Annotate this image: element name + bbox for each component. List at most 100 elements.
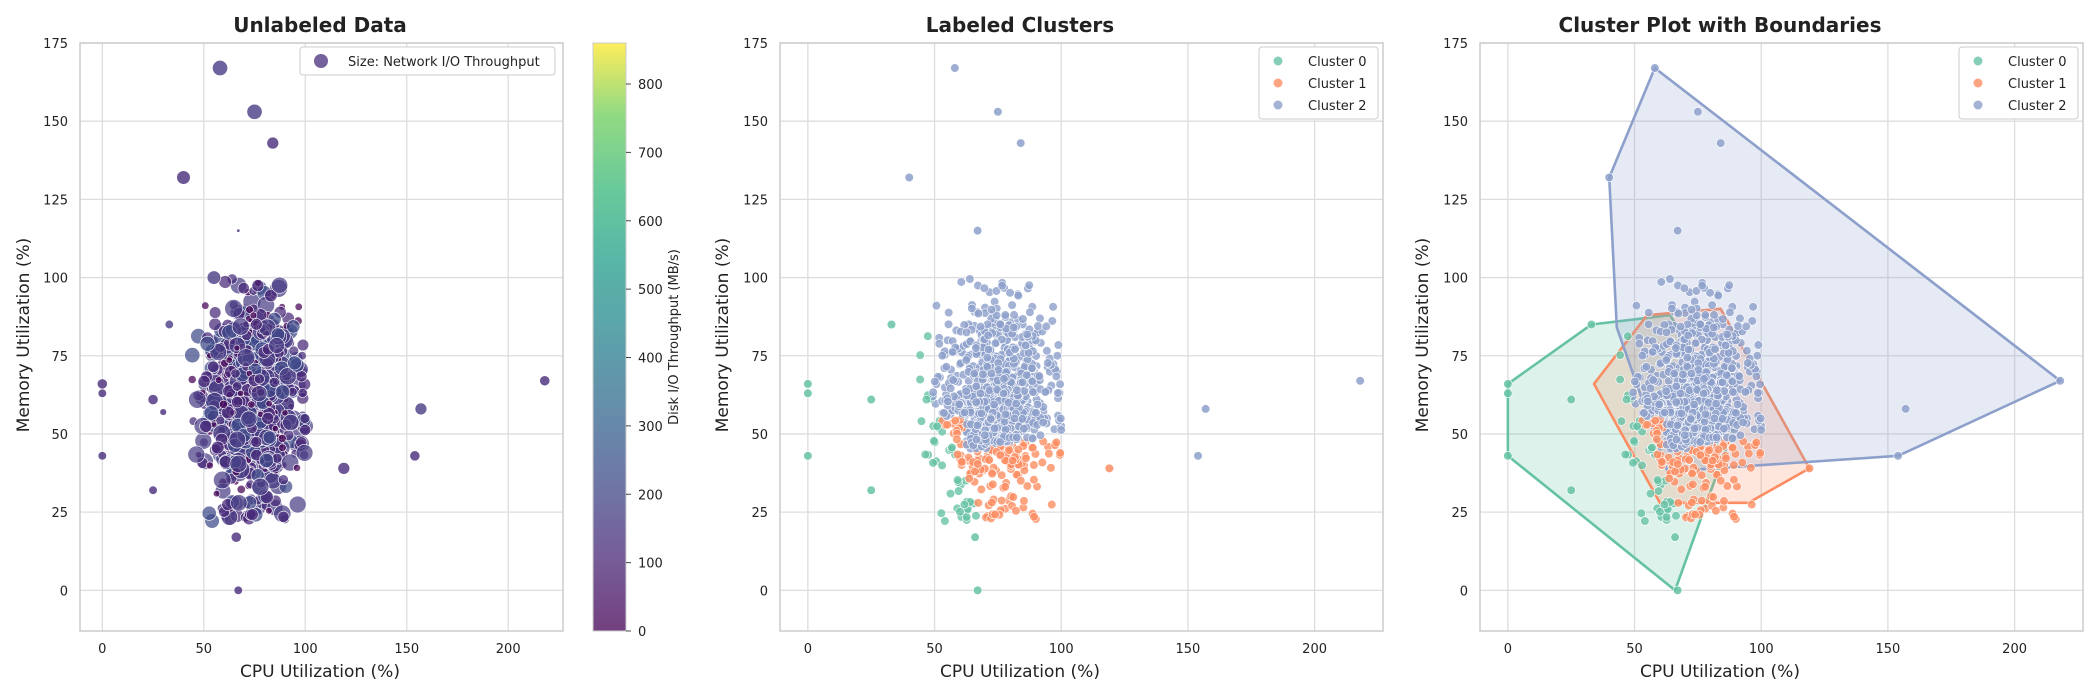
data-point-cluster-0 <box>1671 511 1681 521</box>
outlier-point <box>176 170 191 185</box>
data-point-cluster-2 <box>1639 408 1649 418</box>
data-point-cluster-2 <box>1741 321 1751 332</box>
colorbar-tick-label: 0 <box>638 625 646 640</box>
data-point-cluster-2 <box>1710 344 1720 354</box>
data-point-cluster-2 <box>1690 423 1700 433</box>
data-point-cluster-2 <box>1637 351 1647 361</box>
data-point-cluster-2 <box>1734 371 1744 381</box>
data-point-cluster-1 <box>1673 498 1683 508</box>
data-point-cluster-1 <box>1747 499 1757 510</box>
data-point-cluster-1 <box>1652 434 1662 444</box>
data-point-cluster-2 <box>1665 274 1675 284</box>
data-point <box>295 444 314 462</box>
outlier-point-cluster-0 <box>1673 585 1683 595</box>
data-point-cluster-1 <box>1051 437 1061 448</box>
data-point-cluster-2 <box>1628 387 1638 397</box>
legend-label-cluster-0: Cluster 0 <box>2008 55 2067 70</box>
data-point-cluster-2 <box>1695 319 1705 329</box>
data-point-cluster-2 <box>1719 424 1729 434</box>
data-point <box>224 299 243 318</box>
data-point <box>221 405 235 420</box>
data-point-cluster-0 <box>1620 449 1630 460</box>
data-point <box>295 370 308 383</box>
panel-title: Unlabeled Data <box>233 13 407 37</box>
data-point-cluster-1 <box>1029 512 1039 522</box>
legend-marker <box>314 54 328 68</box>
y-tick-label: 100 <box>43 272 68 287</box>
data-point <box>288 495 307 514</box>
data-point-cluster-2 <box>1000 409 1011 419</box>
outlier-point <box>96 378 108 390</box>
data-point-cluster-2 <box>1654 399 1664 409</box>
data-point-cluster-1 <box>987 497 997 508</box>
data-point-cluster-2 <box>1017 377 1028 387</box>
data-point-cluster-2 <box>967 303 977 314</box>
data-point <box>258 453 274 469</box>
data-point-cluster-0 <box>1653 486 1664 496</box>
data-point-cluster-1 <box>1013 444 1024 455</box>
outlier-point-cluster-2 <box>1201 404 1211 414</box>
data-point-cluster-2 <box>1682 362 1692 372</box>
data-point-cluster-2 <box>983 330 993 340</box>
data-point-cluster-1 <box>987 469 997 479</box>
y-tick-label: 175 <box>43 37 68 52</box>
data-point-cluster-2 <box>982 362 992 372</box>
data-point-cluster-2 <box>1676 408 1687 418</box>
data-point-cluster-2 <box>1009 413 1020 423</box>
data-point-cluster-1 <box>973 498 983 508</box>
data-point <box>297 387 308 398</box>
y-tick-label: 50 <box>1451 428 1468 443</box>
outlier-point <box>233 585 243 595</box>
data-point-cluster-2 <box>1725 307 1735 317</box>
data-point-cluster-0 <box>1645 489 1656 499</box>
data-point-cluster-1 <box>1684 455 1694 465</box>
data-point <box>293 463 301 472</box>
data-point-cluster-1 <box>1022 481 1032 491</box>
data-point-cluster-2 <box>1678 369 1688 379</box>
data-point-cluster-2 <box>1742 346 1752 356</box>
data-point-cluster-0 <box>1615 374 1625 385</box>
colorbar-tick-label: 800 <box>638 78 663 93</box>
data-point-cluster-2 <box>1735 430 1745 440</box>
data-point-cluster-2 <box>961 355 971 365</box>
data-point-cluster-2 <box>1695 437 1705 447</box>
x-tick-label: 200 <box>2002 642 2027 657</box>
outlier-point <box>409 450 421 462</box>
data-point <box>249 311 258 320</box>
data-point-cluster-2 <box>986 414 996 424</box>
data-point-cluster-2 <box>1732 399 1743 410</box>
data-point <box>214 376 223 384</box>
data-point-cluster-2 <box>939 408 949 418</box>
data-point-cluster-1 <box>1000 482 1010 492</box>
data-point-cluster-0 <box>1647 442 1657 453</box>
data-point-cluster-1 <box>1047 499 1057 510</box>
outlier-point-cluster-2 <box>1716 138 1726 148</box>
data-point <box>231 381 243 392</box>
legend-label-cluster-2: Cluster 2 <box>2008 99 2067 114</box>
data-point-cluster-1 <box>1055 448 1065 458</box>
data-point-cluster-2 <box>1672 420 1682 431</box>
data-point-cluster-2 <box>999 388 1009 399</box>
data-point-cluster-2 <box>1010 344 1020 354</box>
y-tick-label: 150 <box>1443 115 1468 130</box>
legend-marker-cluster-2 <box>1273 100 1283 110</box>
data-point-cluster-2 <box>983 344 994 355</box>
data-point <box>271 276 289 294</box>
data-point-cluster-1 <box>1676 484 1686 495</box>
data-point-cluster-2 <box>1707 300 1717 310</box>
data-point <box>247 400 256 409</box>
data-point <box>208 306 222 319</box>
data-point-cluster-1 <box>1719 496 1729 506</box>
data-point-cluster-2 <box>1024 280 1034 290</box>
colorbar-frame <box>592 42 627 632</box>
data-point-cluster-2 <box>1012 432 1022 442</box>
data-point-cluster-0 <box>1616 416 1627 426</box>
data-point-cluster-1 <box>1028 443 1038 453</box>
data-point-cluster-2 <box>1661 386 1671 396</box>
data-point-cluster-2 <box>1718 314 1728 324</box>
data-point-cluster-2 <box>1740 387 1750 397</box>
data-point-cluster-1 <box>1695 450 1705 460</box>
data-point <box>251 279 265 293</box>
outlier-point-cluster-2 <box>973 226 983 236</box>
data-point-cluster-1 <box>1744 449 1754 459</box>
